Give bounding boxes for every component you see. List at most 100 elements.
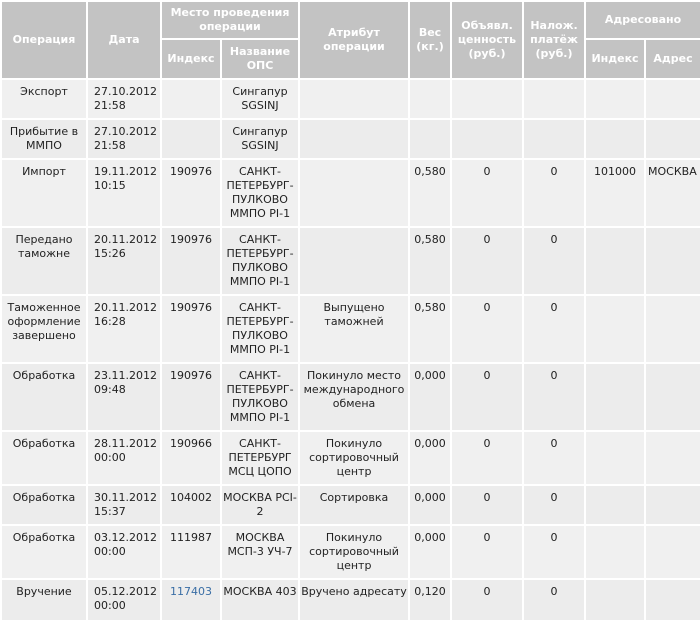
cod-cell: 0 [522, 524, 587, 580]
addr-index-cell: 101000 [584, 158, 647, 228]
header-addr-address: Адрес [644, 38, 700, 80]
table-row: Прибытие в ММПО 27.10.2012 21:58 Сингапур S… [0, 118, 700, 160]
addr-cell [644, 524, 700, 580]
time-value: 21:58 [94, 139, 126, 152]
weight-cell: 0,000 [408, 430, 453, 486]
declared-value-cell: 0 [450, 430, 525, 486]
operation-cell: Обработка [0, 430, 88, 486]
date-cell: 20.11.2012 16:28 [86, 294, 162, 364]
header-addressed: Адресовано [584, 0, 700, 40]
date-value: 20.11.2012 [94, 301, 157, 314]
attribute-cell [298, 158, 411, 228]
header-operation: Операция [0, 0, 88, 80]
operation-cell: Вручение [0, 578, 88, 622]
attribute-cell: Покинуло сортировочный центр [298, 524, 411, 580]
date-cell: 27.10.2012 21:58 [86, 118, 162, 160]
addr-cell: МОСКВА [644, 158, 700, 228]
date-value: 05.12.2012 [94, 585, 157, 598]
addr-cell [644, 294, 700, 364]
operation-cell: Обработка [0, 362, 88, 432]
cod-cell: 0 [522, 578, 587, 622]
cod-cell: 0 [522, 484, 587, 526]
attribute-cell [298, 78, 411, 120]
addr-index-cell [584, 484, 647, 526]
time-value: 21:58 [94, 99, 126, 112]
table-row: Обработка 28.11.2012 00:00 190966 САНКТ-ПЕТЕ… [0, 430, 700, 486]
table-row: Таможенное оформление завершено 20.11.201… [0, 294, 700, 364]
table-row: Обработка 03.12.2012 00:00 111987 МОСКВА МСП… [0, 524, 700, 580]
time-value: 15:26 [94, 247, 126, 260]
addr-cell [644, 430, 700, 486]
header-attribute: Атрибут операции [298, 0, 411, 80]
operation-cell: Экспорт [0, 78, 88, 120]
cod-cell: 0 [522, 158, 587, 228]
date-value: 19.11.2012 [94, 165, 157, 178]
header-declared-value: Объявл. ценность (руб.) [450, 0, 525, 80]
attribute-cell [298, 226, 411, 296]
time-value: 00:00 [94, 599, 126, 612]
time-value: 16:28 [94, 315, 126, 328]
ops-index-cell: 190976 [160, 294, 222, 364]
attribute-cell: Покинуло сортировочный центр [298, 430, 411, 486]
declared-value-cell [450, 78, 525, 120]
ops-index-cell: 190976 [160, 158, 222, 228]
date-cell: 27.10.2012 21:58 [86, 78, 162, 120]
operation-cell: Обработка [0, 524, 88, 580]
date-value: 27.10.2012 [94, 125, 157, 138]
ops-name-cell: САНКТ-ПЕТЕРБУРГ-ПУЛКОВО ММПО PI-1 [219, 362, 301, 432]
ops-name-cell: САНКТ-ПЕТЕРБУРГ МСЦ ЦОПО [219, 430, 301, 486]
time-value: 00:00 [94, 451, 126, 464]
date-cell: 30.11.2012 15:37 [86, 484, 162, 526]
time-value: 15:37 [94, 505, 126, 518]
ops-index-cell: 111987 [160, 524, 222, 580]
attribute-cell: Покинуло место международного обмена [298, 362, 411, 432]
addr-cell [644, 78, 700, 120]
table-row: Обработка 23.11.2012 09:48 190976 САНКТ-ПЕТЕ… [0, 362, 700, 432]
time-value: 00:00 [94, 545, 126, 558]
time-value: 09:48 [94, 383, 126, 396]
date-value: 28.11.2012 [94, 437, 157, 450]
declared-value-cell: 0 [450, 294, 525, 364]
ops-index-cell: 190976 [160, 362, 222, 432]
ops-name-cell: МОСКВА 403 [219, 578, 301, 622]
addr-index-cell [584, 78, 647, 120]
date-cell: 03.12.2012 00:00 [86, 524, 162, 580]
date-value: 27.10.2012 [94, 85, 157, 98]
date-cell: 05.12.2012 00:00 [86, 578, 162, 622]
weight-cell: 0,580 [408, 158, 453, 228]
date-cell: 20.11.2012 15:26 [86, 226, 162, 296]
index-link[interactable]: 117403 [170, 585, 212, 598]
operation-cell: Передано таможне [0, 226, 88, 296]
addr-cell [644, 362, 700, 432]
date-cell: 23.11.2012 09:48 [86, 362, 162, 432]
header-ops-name: Название ОПС [219, 38, 301, 80]
cod-cell: 0 [522, 362, 587, 432]
table-row: Обработка 30.11.2012 15:37 104002 МОСКВА PCI… [0, 484, 700, 526]
operation-cell: Импорт [0, 158, 88, 228]
addr-cell [644, 118, 700, 160]
cod-cell: 0 [522, 294, 587, 364]
table-row: Импорт 19.11.2012 10:15 190976 САНКТ-ПЕТЕРБУ… [0, 158, 700, 228]
weight-cell: 0,000 [408, 484, 453, 526]
weight-cell [408, 118, 453, 160]
weight-cell: 0,120 [408, 578, 453, 622]
ops-index-cell: 104002 [160, 484, 222, 526]
attribute-cell: Вручено адресату [298, 578, 411, 622]
date-cell: 19.11.2012 10:15 [86, 158, 162, 228]
ops-index-cell [160, 118, 222, 160]
declared-value-cell: 0 [450, 226, 525, 296]
header-cod: Налож. платёж (руб.) [522, 0, 587, 80]
table-row: Передано таможне 20.11.2012 15:26 190976 САН… [0, 226, 700, 296]
declared-value-cell [450, 118, 525, 160]
operation-cell: Прибытие в ММПО [0, 118, 88, 160]
declared-value-cell: 0 [450, 158, 525, 228]
weight-cell: 0,000 [408, 524, 453, 580]
ops-index-cell: 190966 [160, 430, 222, 486]
cod-cell: 0 [522, 226, 587, 296]
weight-cell: 0,580 [408, 294, 453, 364]
ops-index-cell: 190976 [160, 226, 222, 296]
header-date: Дата [86, 0, 162, 80]
operation-cell: Таможенное оформление завершено [0, 294, 88, 364]
ops-name-cell: МОСКВА МСП-3 УЧ-7 [219, 524, 301, 580]
